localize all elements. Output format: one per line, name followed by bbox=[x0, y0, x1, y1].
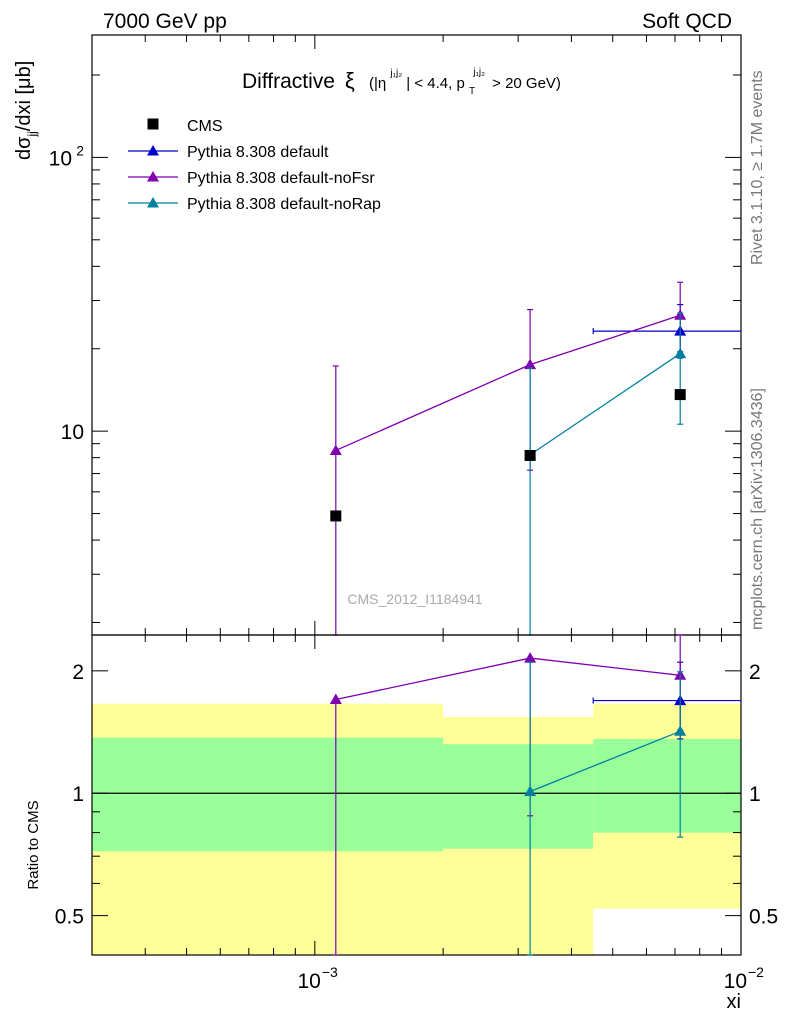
plot-title-main: Diffractive bbox=[242, 70, 335, 93]
main-series-pythia-8-308-default bbox=[592, 303, 741, 359]
ratio-ytick-label-right-2: 2 bbox=[749, 661, 761, 684]
ratio-bands bbox=[92, 703, 741, 955]
main-ytick-label-0: 10 bbox=[61, 421, 84, 444]
ratio-point-pythia-8-308-default-norap-1 bbox=[674, 725, 687, 736]
plot-title-pt-sub: T bbox=[469, 86, 475, 97]
plot-title-end: > 20 GeV) bbox=[492, 75, 561, 92]
ratio-series-pythia-8-308-default-norap bbox=[524, 661, 687, 956]
band-inner-2 bbox=[593, 738, 741, 833]
main-ytick-sup-1: 2 bbox=[76, 142, 84, 158]
main-line-pythia-8-308-default-nofsr bbox=[335, 314, 681, 452]
band-inner-0 bbox=[92, 737, 444, 852]
legend-marker-3 bbox=[147, 197, 159, 208]
xtick-label-1: 10 bbox=[724, 970, 747, 993]
legend-label-2: Pythia 8.308 default-noFsr bbox=[187, 170, 375, 187]
plot-title-eta-sup: j₁j₂ bbox=[389, 68, 402, 79]
plot-title-open: (|η bbox=[369, 75, 386, 92]
main-point-pythia-8-308-default-nofsr-0 bbox=[329, 444, 342, 455]
ylabel-dsigma: dσ bbox=[13, 136, 35, 160]
mcplots-label: mcplots.cern.ch [arXiv:1306.3436] bbox=[749, 388, 766, 630]
main-ylabel: dσjj/dxi [μb] bbox=[13, 61, 39, 160]
svg-text:Diffractive ξ: Diffractive ξ bbox=[242, 68, 355, 93]
legend-label-3: Pythia 8.308 default-noRap bbox=[187, 196, 381, 213]
ratio-frame bbox=[91, 634, 742, 956]
ratio-panel: 0.5 0.51 12 210 −3 10 −2 bbox=[55, 634, 778, 993]
ratio-point-pythia-8-308-default-norap-0 bbox=[524, 785, 537, 796]
ratio-point-pythia-8-308-default-nofsr-1 bbox=[524, 652, 537, 663]
main-point-pythia-8-308-default-nofsr-1 bbox=[524, 358, 537, 370]
main-ytick-label-1: 10 bbox=[49, 147, 72, 170]
analysis-watermark: CMS_2012_I1184941 bbox=[347, 591, 482, 607]
band-inner-1 bbox=[443, 744, 594, 849]
main-point-pythia-8-308-default-norap-1 bbox=[674, 347, 687, 359]
ratio-ytick-label-right-1: 1 bbox=[749, 783, 761, 806]
plot-title-symbol: ξ bbox=[345, 68, 355, 93]
rivet-version-label: Rivet 3.1.10, ≥ 1.7M events bbox=[749, 70, 766, 265]
main-series-pythia-8-308-default-norap bbox=[524, 312, 687, 636]
ratio-ytick-label-right-0: 0.5 bbox=[749, 906, 778, 929]
legend-label-1: Pythia 8.308 default bbox=[187, 144, 329, 161]
ratio-ylabel: Ratio to CMS bbox=[25, 800, 42, 889]
ratio-ytick-label-1: 1 bbox=[72, 783, 84, 806]
header-left: 7000 GeV pp bbox=[103, 10, 227, 33]
legend-label-0: CMS bbox=[187, 118, 223, 135]
main-point-cms-0 bbox=[330, 510, 342, 522]
ratio-ytick-label-0: 0.5 bbox=[55, 906, 84, 929]
xtick-label-0: 10 bbox=[297, 970, 320, 993]
xtick-sup-1: −2 bbox=[748, 964, 764, 980]
ratio-ytick-label-2: 2 bbox=[72, 661, 84, 684]
xlabel: xi bbox=[727, 991, 741, 1013]
legend-marker-0 bbox=[147, 118, 159, 130]
header-right: Soft QCD bbox=[642, 10, 732, 33]
main-series-cms bbox=[330, 389, 686, 522]
ratio-line-pythia-8-308-default-norap bbox=[529, 730, 681, 793]
main-point-cms-1 bbox=[524, 449, 536, 461]
main-line-pythia-8-308-default-norap bbox=[529, 353, 681, 456]
legend: CMS Pythia 8.308 default Pythia 8.308 defa… bbox=[128, 118, 381, 213]
ylabel-rest: /dxi [μb] bbox=[13, 61, 35, 131]
plot-title: Diffractive ξ (|η j₁j₂ | < 4.4, p T j₁j₂… bbox=[242, 62, 561, 98]
svg-text:(|η j₁j₂ | < 4.4,: (|η j₁j₂ | < 4.4, p T j₁j₂ > 20 GeV) bbox=[369, 62, 561, 98]
ratio-point-pythia-8-308-default-nofsr-0 bbox=[329, 693, 342, 705]
plot-title-pt-sup: j₁j₂ bbox=[472, 67, 485, 78]
ylabel-sub: jj bbox=[25, 131, 39, 137]
legend-marker-1 bbox=[147, 145, 159, 156]
legend-marker-2 bbox=[147, 171, 159, 182]
main-series-pythia-8-308-default-nofsr bbox=[329, 281, 687, 636]
main-point-cms-2 bbox=[674, 389, 686, 401]
ratio-line-pythia-8-308-default-nofsr bbox=[335, 657, 681, 701]
plot-title-mid: | < 4.4, p bbox=[406, 75, 465, 92]
xtick-sup-0: −3 bbox=[322, 964, 338, 980]
